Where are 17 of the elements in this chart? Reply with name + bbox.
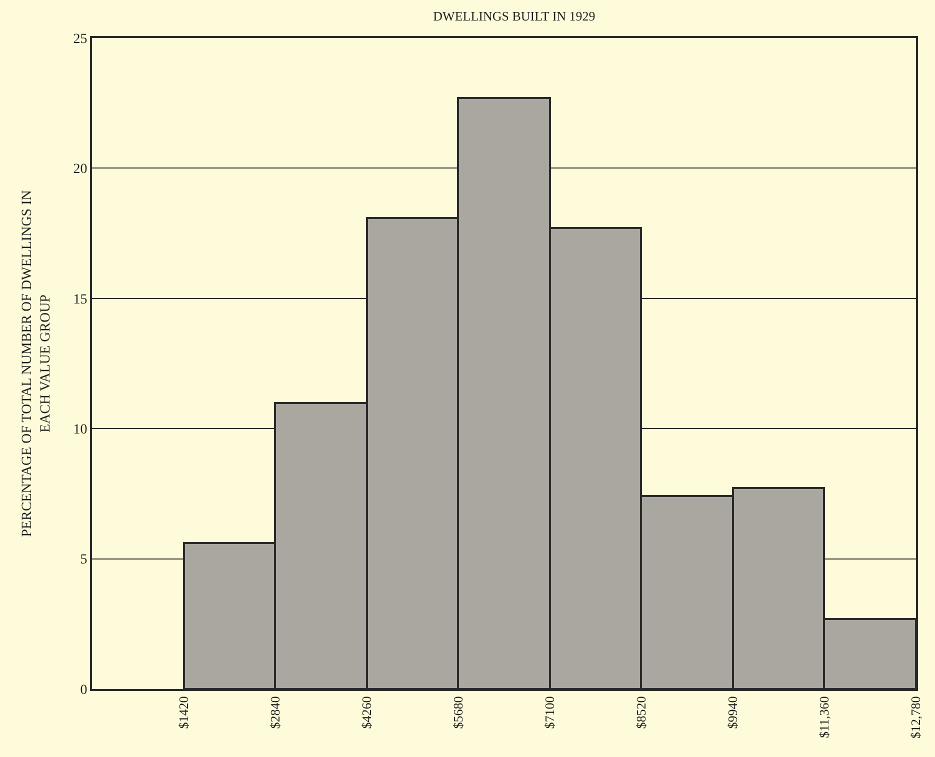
x-tick-label: $4260 xyxy=(358,696,374,729)
chart-title: DWELLINGS BUILT IN 1929 xyxy=(433,8,596,24)
x-tick-label: $1420 xyxy=(176,696,191,729)
y-tick-label: 15 xyxy=(73,292,88,308)
y-axis-title: PERCENTAGE OF TOTAL NUMBER OF DWELLINGS IN EACH VALUE GROUP xyxy=(20,190,54,537)
y-tick-label: 0 xyxy=(80,682,88,698)
x-tick-label: $9940 xyxy=(725,696,740,729)
y-tick-label: 10 xyxy=(73,422,88,438)
x-tick-label: $12,780 xyxy=(908,696,924,738)
x-tick-label: $11,360 xyxy=(816,696,832,738)
x-tick-label: $8520 xyxy=(634,696,649,729)
y-tick-label: 25 xyxy=(73,32,88,47)
x-tick-label: $2840 xyxy=(267,696,282,729)
y-tick-label: 20 xyxy=(73,162,88,178)
x-tick-label: $7100 xyxy=(542,696,558,729)
x-tick-label: $5680 xyxy=(450,696,466,729)
y-tick-label: 5 xyxy=(80,552,88,568)
